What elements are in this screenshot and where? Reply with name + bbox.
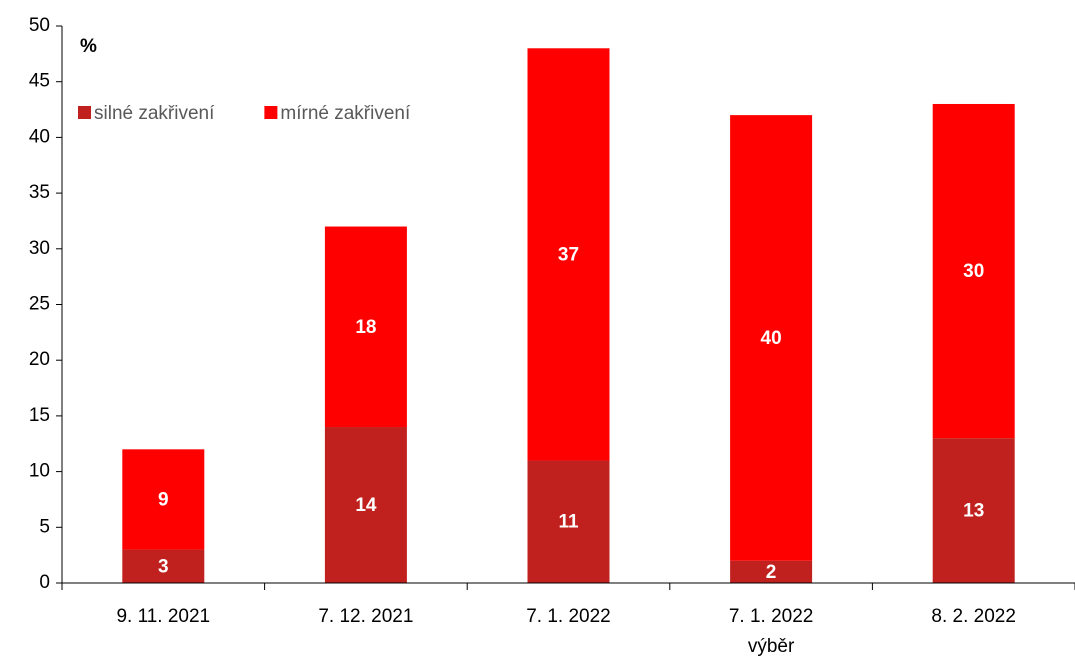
unit-label: % <box>80 36 97 57</box>
bar-segment <box>730 115 813 561</box>
bar-segment <box>730 560 813 583</box>
bar-segment <box>122 449 205 550</box>
bar-segment <box>122 549 205 583</box>
bar-segment <box>932 103 1015 439</box>
y-tick-label: 45 <box>29 71 50 92</box>
y-tick-label: 20 <box>29 349 50 370</box>
x-tick-label: 9. 11. 2021 <box>116 606 211 627</box>
data-label: 18 <box>355 317 376 338</box>
y-tick-label: 0 <box>39 572 50 593</box>
y-tick-label: 30 <box>29 238 50 259</box>
data-label: 3 <box>158 556 169 577</box>
y-tick-label: 40 <box>29 126 50 147</box>
y-tick-label: 50 <box>29 15 50 36</box>
bar-segment <box>527 48 610 461</box>
data-label: 40 <box>761 328 782 349</box>
y-tick-label: 5 <box>39 516 50 537</box>
data-label: 37 <box>558 244 579 265</box>
x-tick-label: 7. 1. 2022 <box>526 606 611 627</box>
y-tick-label: 10 <box>29 461 50 482</box>
data-label: 30 <box>963 261 984 282</box>
x-tick-label: 7. 12. 2021 <box>318 606 414 627</box>
legend-label: silné zakřivení <box>94 103 215 124</box>
legend-swatch <box>264 106 278 119</box>
data-label: 9 <box>158 489 169 510</box>
data-label: 11 <box>558 512 579 533</box>
y-tick-label: 25 <box>29 294 50 315</box>
bar-segment <box>527 460 610 583</box>
x-tick-label: 7. 1. 2022 výběr <box>728 606 814 657</box>
bar-segment <box>324 226 407 428</box>
y-tick-label: 15 <box>29 405 50 426</box>
data-label: 2 <box>766 562 777 583</box>
legend-label: mírné zakřivení <box>280 103 411 124</box>
bar-segment <box>324 427 407 583</box>
y-tick-label: 35 <box>29 182 50 203</box>
data-label: 14 <box>355 495 377 516</box>
bar-segment <box>932 438 1015 583</box>
legend-swatch <box>78 106 91 119</box>
x-tick-label: 8. 2. 2022 <box>931 606 1016 627</box>
data-label: 13 <box>963 501 984 522</box>
